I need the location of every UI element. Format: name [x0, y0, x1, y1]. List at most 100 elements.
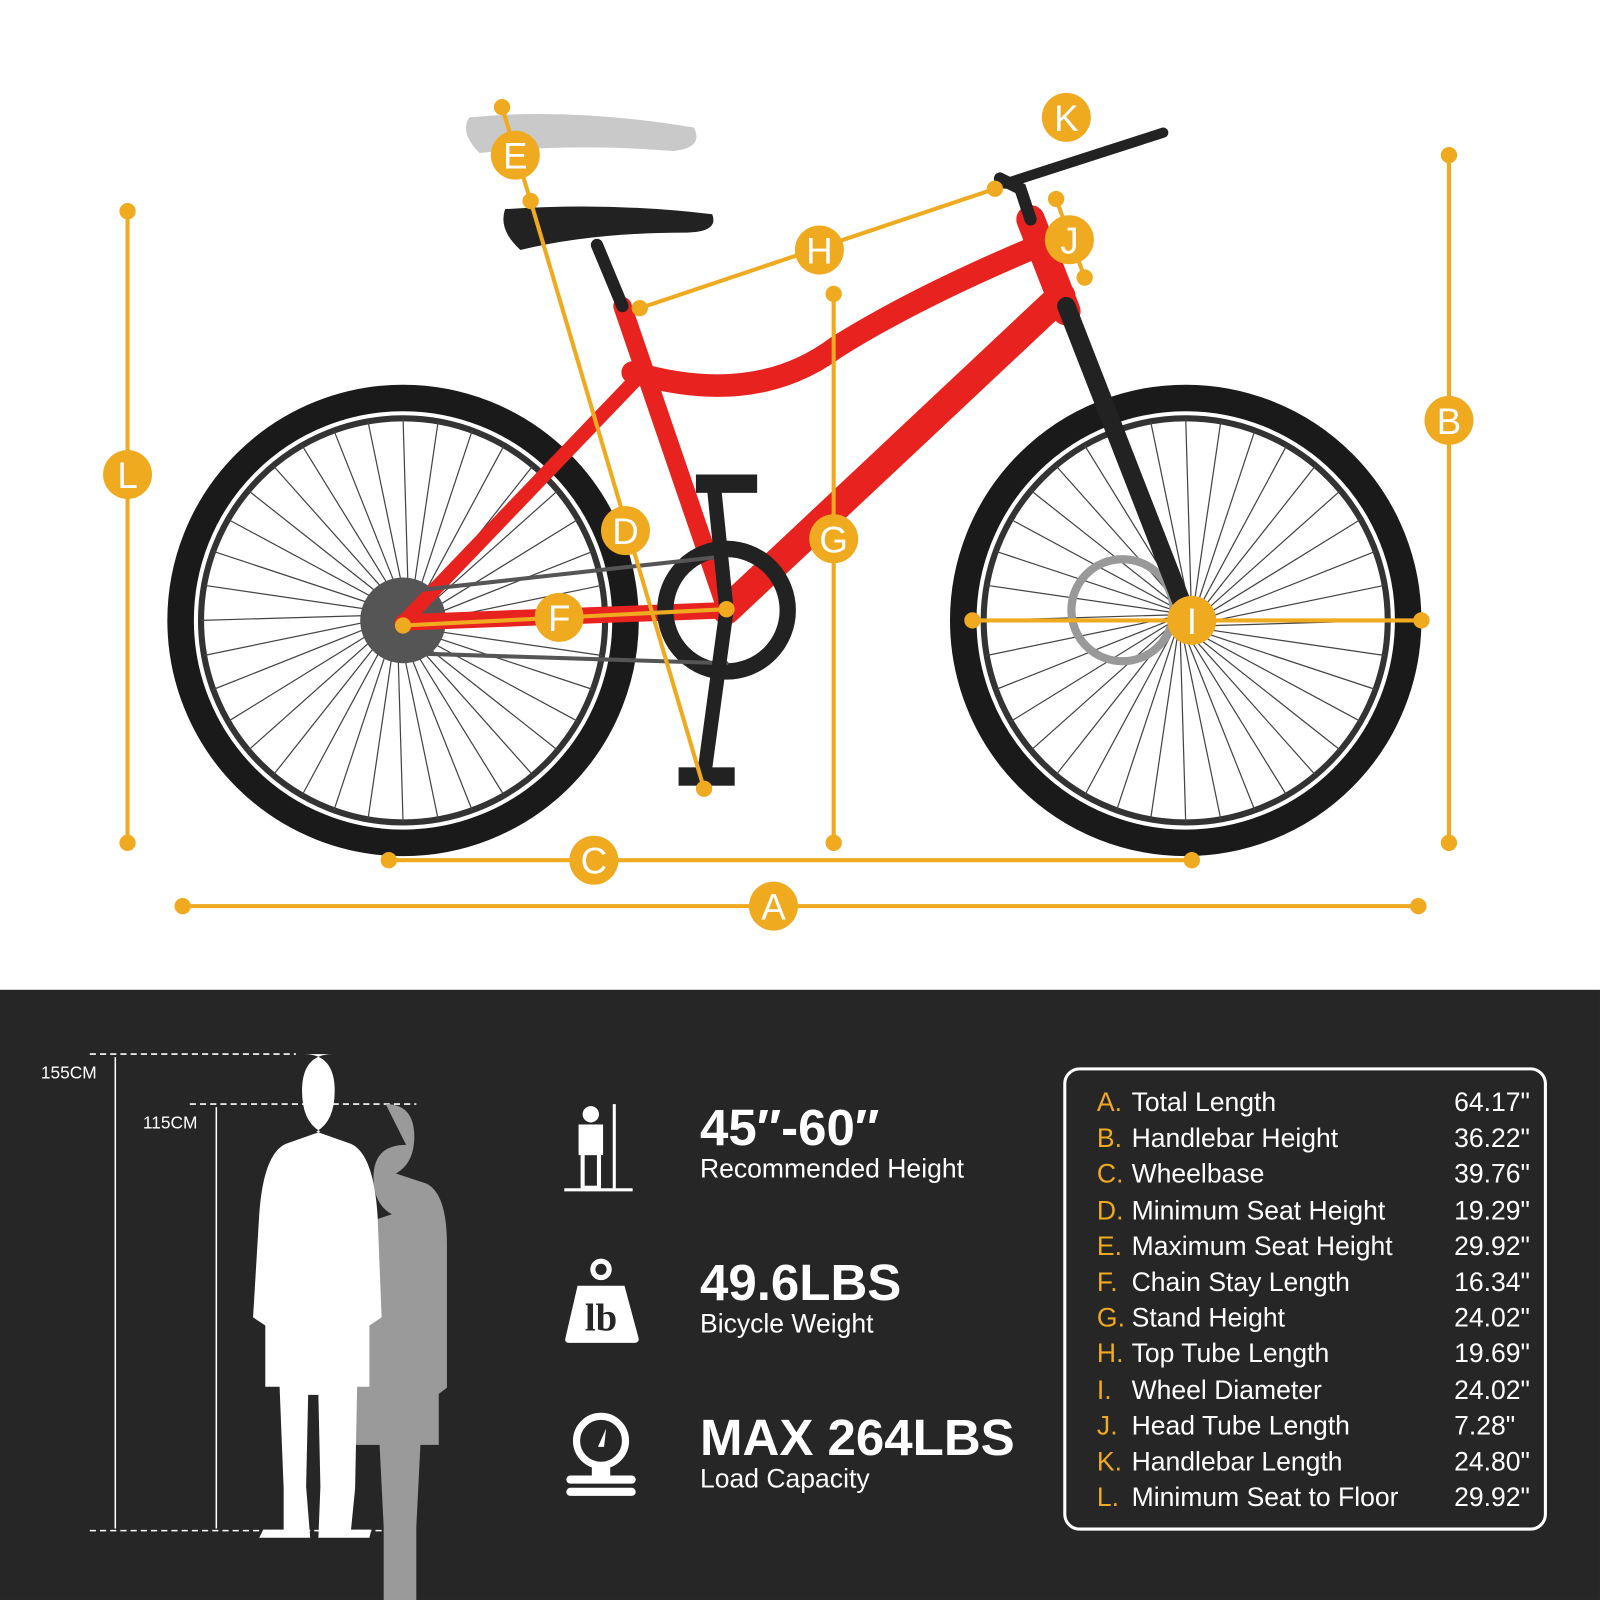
badge-c: C — [569, 835, 619, 885]
spoke — [995, 620, 1168, 691]
spoke — [1192, 636, 1317, 776]
spec-row: C. Wheelbase 39.76" — [1096, 1158, 1530, 1195]
spoke — [409, 636, 534, 776]
badge-g: G — [809, 514, 859, 564]
spoke — [227, 518, 391, 608]
bike-diagram-svg: A B C D E F G H I J K L — [103, 92, 1474, 931]
spec-value: 19.29" — [1454, 1194, 1530, 1226]
stat-bicycle-weight: 49.6LBS Bicycle Weight — [699, 1254, 902, 1339]
spec-row: E. Maximum Seat Height 29.92" — [1097, 1230, 1530, 1266]
svg-text:K: K — [1054, 98, 1079, 139]
spoke — [203, 584, 387, 613]
spoke — [247, 627, 387, 751]
spoke — [1185, 418, 1192, 603]
spoke — [1203, 584, 1385, 624]
spec-row: L. Minimum Seat to Floor 29.92" — [1096, 1481, 1530, 1518]
spec-name: Handlebar Length — [1131, 1445, 1343, 1477]
spoke — [1182, 638, 1222, 820]
spoke — [1116, 634, 1176, 811]
spoke — [227, 623, 386, 722]
spoke — [1203, 518, 1361, 617]
spoke — [272, 629, 389, 776]
spec-value: 24.02" — [1454, 1374, 1530, 1405]
spoke — [1189, 637, 1288, 796]
spec-key: D. — [1096, 1194, 1124, 1226]
child-silhouette-tall — [253, 1054, 382, 1538]
spoke — [419, 628, 603, 657]
height-comparison — [89, 1053, 447, 1600]
spec-key: F. — [1096, 1266, 1118, 1297]
spoke — [203, 617, 385, 657]
badge-f: F — [534, 592, 584, 642]
spec-table: A. Total Length 64.17" B. Handlebar Height 36… — [1063, 1067, 1547, 1531]
spec-row: B. Handlebar Height 36.22" — [1096, 1122, 1530, 1159]
svg-text:L: L — [117, 455, 137, 496]
spoke — [1010, 518, 1174, 608]
spec-key: J. — [1096, 1409, 1118, 1441]
spec-name: Head Tube Length — [1131, 1409, 1350, 1441]
badge-i: I — [1167, 595, 1217, 645]
spoke — [333, 430, 403, 603]
spec-name: Stand Height — [1131, 1302, 1286, 1333]
badge-h: H — [794, 225, 844, 275]
spec-row: J. Head Tube Length 7.28" — [1097, 1410, 1528, 1446]
badge-l: L — [103, 449, 153, 499]
spoke — [1150, 636, 1178, 820]
spoke — [1193, 421, 1222, 605]
spec-key: B. — [1096, 1122, 1123, 1154]
scale-gauge-icon — [566, 1412, 636, 1496]
badge-b: B — [1424, 395, 1474, 445]
spoke — [367, 421, 406, 603]
svg-text:J: J — [1060, 220, 1078, 261]
spec-name: Minimum Seat to Floor — [1131, 1481, 1399, 1513]
bike-diagram: A B C D E F G H I J K L — [103, 92, 1474, 931]
stat-recommended-height: 45″-60″ Recommended Height — [699, 1098, 964, 1184]
spec-value: 64.17" — [1454, 1086, 1530, 1118]
spec-row: A. Total Length 64.17" — [1097, 1086, 1530, 1123]
spoke — [1030, 627, 1170, 751]
badge-j: J — [1044, 215, 1094, 265]
spec-panel: 155CM 115CM 45″-60″ Recommended Height lb… — [0, 989, 1600, 1600]
svg-text:F: F — [548, 598, 570, 639]
spec-value: 19.69" — [1454, 1338, 1530, 1369]
spec-value: 29.92" — [1454, 1230, 1530, 1262]
spoke — [986, 584, 1170, 613]
spec-value: 24.80" — [1454, 1445, 1530, 1477]
spec-name: Handlebar Height — [1131, 1122, 1339, 1154]
spec-name: Top Tube Length — [1131, 1338, 1330, 1369]
spoke — [272, 465, 397, 604]
spec-name: Wheelbase — [1131, 1158, 1265, 1190]
spec-key: I. — [1096, 1374, 1112, 1405]
svg-text:B: B — [1437, 401, 1462, 442]
svg-text:lb: lb — [585, 1297, 617, 1340]
spec-key: L. — [1096, 1481, 1120, 1513]
spec-row: H. Top Tube Length 19.69" — [1097, 1338, 1530, 1374]
spec-value: 29.92" — [1454, 1481, 1530, 1513]
spoke — [1055, 465, 1180, 604]
spoke — [333, 634, 393, 811]
person-height-icon — [564, 1104, 633, 1192]
spoke — [1010, 623, 1169, 722]
spoke — [1198, 445, 1288, 609]
spec-value: 16.34" — [1454, 1266, 1530, 1297]
spoke — [406, 637, 505, 796]
spec-row: F. Chain Stay Length 16.34" — [1096, 1266, 1530, 1302]
svg-text:A: A — [761, 887, 786, 928]
spoke — [419, 490, 559, 614]
dimension-lines — [119, 98, 1458, 915]
badge-d: D — [601, 506, 650, 556]
spec-key: C. — [1096, 1158, 1124, 1190]
spoke — [415, 633, 579, 722]
spec-value: 7.28" — [1454, 1409, 1516, 1441]
spoke — [1203, 550, 1376, 621]
spoke — [213, 550, 389, 610]
spoke — [1150, 421, 1189, 603]
spoke — [420, 518, 579, 617]
svg-text:H: H — [806, 231, 833, 272]
lb-weight-icon: lb — [565, 1258, 639, 1343]
spec-row: I. Wheel Diameter 24.02" — [1096, 1374, 1530, 1410]
spec-key: G. — [1096, 1302, 1125, 1333]
spoke — [421, 550, 594, 621]
spoke — [1186, 638, 1256, 811]
spoke — [201, 614, 386, 622]
